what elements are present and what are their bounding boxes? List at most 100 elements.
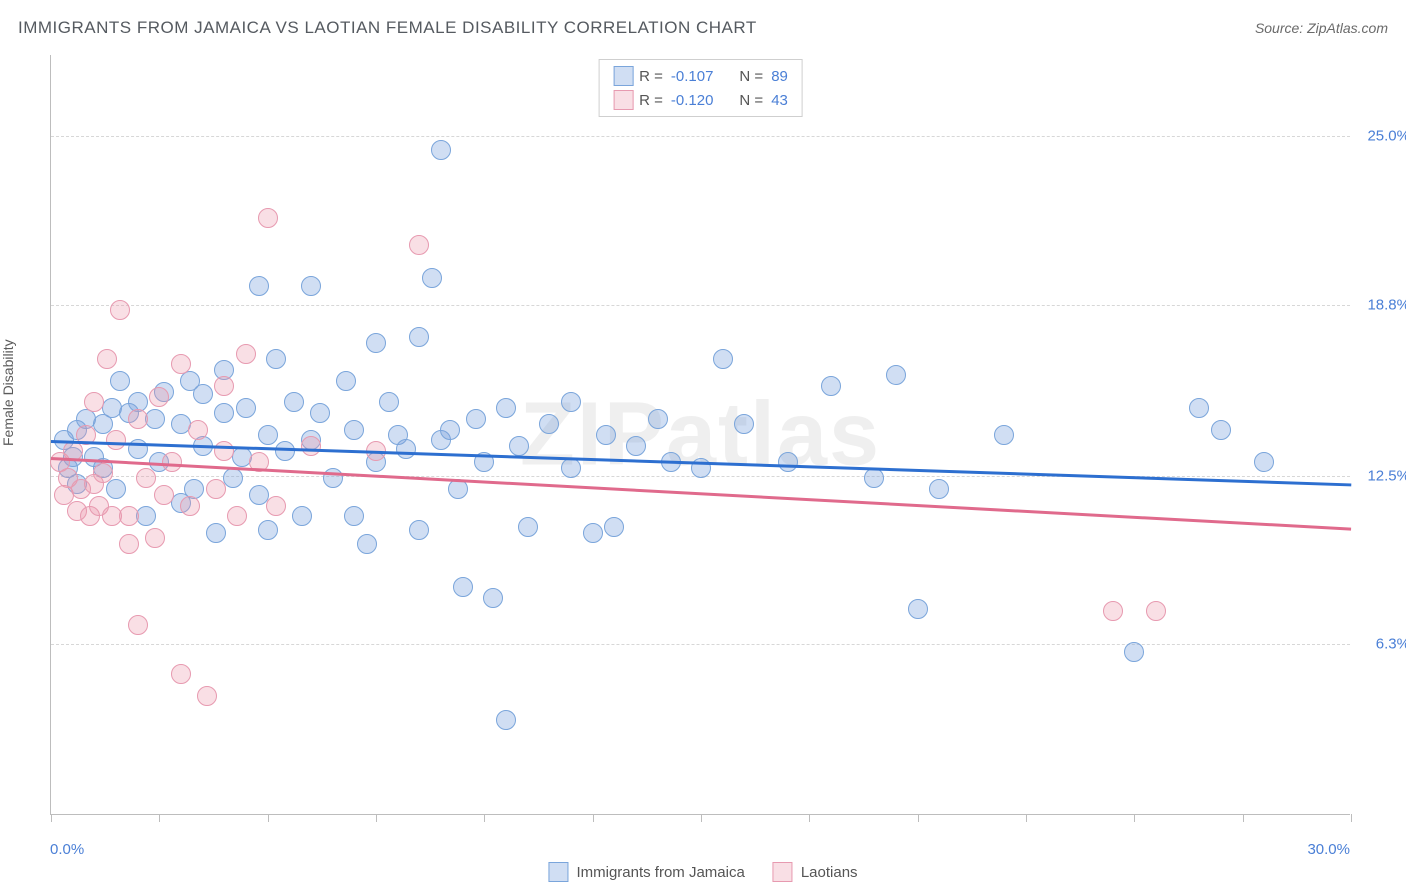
legend-n-value: 43 bbox=[771, 92, 788, 109]
scatter-point bbox=[440, 420, 460, 440]
legend-r-label: R = bbox=[639, 68, 663, 85]
scatter-point bbox=[1254, 452, 1274, 472]
legend-n-label: N = bbox=[739, 68, 763, 85]
scatter-point bbox=[193, 384, 213, 404]
scatter-point bbox=[214, 403, 234, 423]
legend-correlation-box: R =-0.107N =89R =-0.120N =43 bbox=[598, 59, 803, 117]
chart-title: IMMIGRANTS FROM JAMAICA VS LAOTIAN FEMAL… bbox=[18, 18, 757, 38]
scatter-point bbox=[136, 468, 156, 488]
x-axis-min-label: 0.0% bbox=[50, 841, 84, 858]
scatter-point bbox=[171, 664, 191, 684]
x-tick bbox=[1134, 814, 1135, 822]
scatter-point bbox=[509, 436, 529, 456]
scatter-point bbox=[119, 506, 139, 526]
scatter-point bbox=[929, 479, 949, 499]
scatter-point bbox=[128, 615, 148, 635]
scatter-point bbox=[145, 528, 165, 548]
scatter-point bbox=[886, 365, 906, 385]
x-axis-max-label: 30.0% bbox=[1307, 841, 1350, 858]
scatter-point bbox=[149, 387, 169, 407]
scatter-point bbox=[648, 409, 668, 429]
scatter-point bbox=[214, 441, 234, 461]
scatter-point bbox=[97, 349, 117, 369]
y-tick-label: 12.5% bbox=[1355, 467, 1406, 484]
x-tick bbox=[593, 814, 594, 822]
scatter-point bbox=[908, 599, 928, 619]
scatter-point bbox=[214, 376, 234, 396]
x-tick bbox=[159, 814, 160, 822]
scatter-point bbox=[119, 534, 139, 554]
legend-swatch bbox=[613, 66, 633, 86]
scatter-point bbox=[336, 371, 356, 391]
scatter-point bbox=[366, 333, 386, 353]
scatter-point bbox=[284, 392, 304, 412]
scatter-point bbox=[162, 452, 182, 472]
scatter-point bbox=[466, 409, 486, 429]
legend-series-name: Immigrants from Jamaica bbox=[576, 864, 744, 881]
scatter-point bbox=[249, 276, 269, 296]
scatter-point bbox=[236, 344, 256, 364]
legend-r-value: -0.107 bbox=[671, 68, 714, 85]
legend-row: R =-0.120N =43 bbox=[613, 88, 788, 112]
x-tick bbox=[918, 814, 919, 822]
legend-swatch bbox=[548, 862, 568, 882]
scatter-point bbox=[1189, 398, 1209, 418]
scatter-point bbox=[236, 398, 256, 418]
scatter-point bbox=[128, 439, 148, 459]
scatter-point bbox=[1146, 601, 1166, 621]
legend-swatch bbox=[613, 90, 633, 110]
scatter-point bbox=[275, 441, 295, 461]
scatter-point bbox=[864, 468, 884, 488]
x-tick bbox=[1351, 814, 1352, 822]
scatter-point bbox=[994, 425, 1014, 445]
x-tick bbox=[701, 814, 702, 822]
scatter-point bbox=[128, 409, 148, 429]
scatter-point bbox=[180, 496, 200, 516]
gridline-h bbox=[51, 305, 1350, 306]
scatter-point bbox=[154, 485, 174, 505]
scatter-point bbox=[110, 300, 130, 320]
scatter-point bbox=[561, 392, 581, 412]
gridline-h bbox=[51, 136, 1350, 137]
scatter-point bbox=[93, 463, 113, 483]
y-axis-label: Female Disability bbox=[0, 339, 16, 446]
scatter-point bbox=[258, 208, 278, 228]
scatter-point bbox=[604, 517, 624, 537]
scatter-point bbox=[518, 517, 538, 537]
x-tick bbox=[1026, 814, 1027, 822]
scatter-point bbox=[266, 349, 286, 369]
scatter-point bbox=[409, 327, 429, 347]
scatter-point bbox=[453, 577, 473, 597]
scatter-point bbox=[422, 268, 442, 288]
y-tick-label: 6.3% bbox=[1355, 636, 1406, 653]
scatter-point bbox=[483, 588, 503, 608]
scatter-point bbox=[258, 520, 278, 540]
y-tick-label: 25.0% bbox=[1355, 128, 1406, 145]
scatter-point bbox=[409, 520, 429, 540]
scatter-point bbox=[84, 392, 104, 412]
scatter-point bbox=[778, 452, 798, 472]
scatter-point bbox=[431, 140, 451, 160]
scatter-point bbox=[106, 430, 126, 450]
chart-header: IMMIGRANTS FROM JAMAICA VS LAOTIAN FEMAL… bbox=[18, 18, 1388, 38]
x-tick bbox=[51, 814, 52, 822]
scatter-point bbox=[171, 354, 191, 374]
scatter-point bbox=[448, 479, 468, 499]
scatter-point bbox=[583, 523, 603, 543]
scatter-point bbox=[110, 371, 130, 391]
legend-item: Laotians bbox=[773, 862, 858, 882]
scatter-point bbox=[310, 403, 330, 423]
scatter-point bbox=[188, 420, 208, 440]
scatter-point bbox=[409, 235, 429, 255]
x-tick bbox=[376, 814, 377, 822]
scatter-point bbox=[106, 479, 126, 499]
scatter-point bbox=[206, 523, 226, 543]
scatter-point bbox=[561, 458, 581, 478]
scatter-chart: ZIPatlas 6.3%12.5%18.8%25.0%R =-0.107N =… bbox=[50, 55, 1350, 815]
legend-swatch bbox=[773, 862, 793, 882]
scatter-point bbox=[379, 392, 399, 412]
scatter-point bbox=[496, 710, 516, 730]
scatter-point bbox=[258, 425, 278, 445]
scatter-point bbox=[301, 276, 321, 296]
scatter-point bbox=[344, 420, 364, 440]
